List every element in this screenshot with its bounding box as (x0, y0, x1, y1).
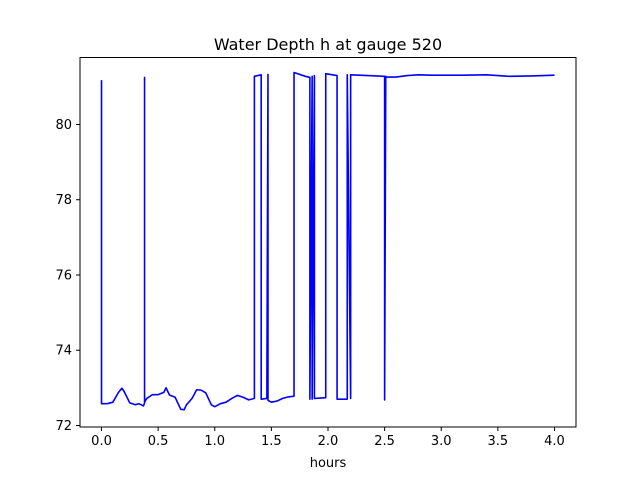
y-axis-ticks: 72 74 76 78 80 (55, 118, 80, 434)
y-tick-label: 76 (55, 268, 72, 283)
x-axis-ticks: 0.0 0.5 1.0 1.5 2.0 2.5 3.0 3.5 4.0 (91, 427, 565, 449)
axes-frame (79, 57, 577, 428)
x-tick-label: 1.0 (204, 434, 225, 449)
x-tick-label: 4.0 (544, 434, 565, 449)
plot-layer (100, 71, 555, 411)
y-tick-label: 74 (55, 344, 72, 359)
x-tick-label: 3.0 (431, 434, 452, 449)
x-tick-label: 0.5 (148, 434, 169, 449)
x-tick-label: 2.5 (374, 434, 395, 449)
x-axis-label: hours (310, 456, 347, 471)
x-tick-label: 0.0 (91, 434, 112, 449)
series-line-0 (100, 71, 555, 411)
y-tick-label: 80 (55, 118, 72, 133)
x-tick-label: 2.0 (318, 434, 339, 449)
x-tick-label: 1.5 (261, 434, 282, 449)
x-tick-label: 3.5 (488, 434, 509, 449)
y-tick-label: 78 (55, 193, 72, 208)
chart-title: Water Depth h at gauge 520 (214, 35, 442, 54)
y-tick-label: 72 (55, 419, 72, 434)
